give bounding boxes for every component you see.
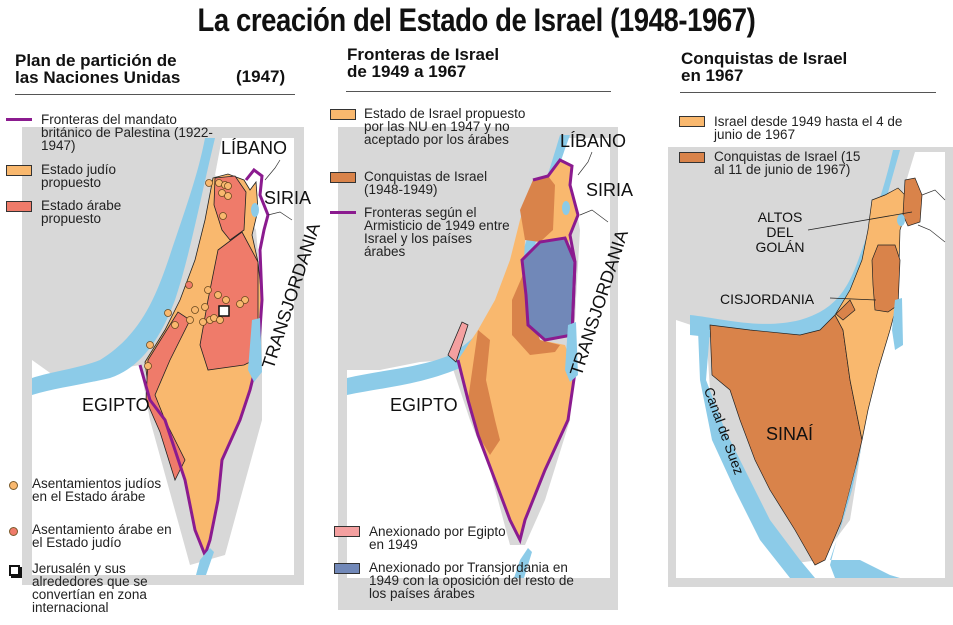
legend-un-israel-swatch: [330, 109, 356, 120]
legend-jewish-settlements: Asentamientos judíos en el Estado árabe: [32, 476, 162, 504]
main-title: La creación del Estado de Israel (1948-1…: [197, 2, 756, 38]
legend-mandate-border-swatch: [6, 118, 32, 121]
panel3-title-line1: Conquistas de Israel: [681, 49, 848, 68]
panel3-rule: [680, 92, 936, 93]
label-lebanon: LÍBANO: [221, 138, 288, 158]
label-suez-canal: Canal de Suez: [700, 385, 748, 477]
panel1-rule: [15, 94, 295, 95]
legend-conquests-1967: Conquistas de Israel (15 al 11 de junio …: [714, 149, 861, 177]
label-golan-line3: GOLÁN: [755, 239, 805, 255]
legend-armistice: Fronteras según el Armisticio de 1949 en…: [364, 205, 510, 259]
panel1-title-line2: las Naciones Unidas: [15, 68, 181, 87]
legend-jewish-state-swatch: [6, 165, 32, 176]
legend-egypt-annex-swatch: [334, 526, 360, 537]
label-egypt: EGIPTO: [82, 395, 150, 415]
legend-arab-state: Estado árabe propuesto: [41, 198, 122, 226]
legend-israel-1949: Israel desde 1949 hasta el 4 de junio de…: [714, 114, 903, 142]
jerusalem-zone-icon: [9, 565, 20, 576]
legend-conquests-1967-swatch: [679, 152, 705, 163]
label-golan-line2: DEL: [766, 224, 794, 240]
legend-conquests-4849-swatch: [330, 172, 356, 183]
label-transjordan-2: TRANSJORDANIA: [566, 227, 632, 379]
legend-egypt-annex: Anexionado por Egipto en 1949: [369, 524, 506, 552]
legend-jerusalem-zone: Jerusalén y sus alrededores que se conve…: [32, 561, 148, 615]
label-golan-heights: ALTOS DEL GOLÁN: [750, 210, 810, 255]
panel2-title-line1: Fronteras de Israel: [347, 45, 500, 64]
label-egypt-2: EGIPTO: [390, 395, 458, 415]
panel1-title-line1: Plan de partición de: [15, 51, 177, 70]
label-golan-line1: ALTOS: [757, 209, 803, 225]
label-syria-2: SIRIA: [586, 180, 634, 200]
panel2-rule: [346, 91, 611, 92]
label-sinai: SINAÍ: [766, 424, 814, 444]
panel2-title-line2: de 1949 a 1967: [347, 62, 467, 81]
legend-arab-state-swatch: [6, 201, 32, 212]
panel1-year: (1947): [236, 67, 286, 86]
legend-israel-1949-swatch: [679, 116, 705, 127]
jewish-settlement-icon: [9, 481, 18, 490]
label-lebanon-2: LÍBANO: [560, 131, 627, 151]
panel3-title-line2: en 1967: [681, 66, 744, 85]
legend-jewish-state: Estado judío propuesto: [41, 162, 117, 190]
label-west-bank: CISJORDANIA: [720, 291, 815, 307]
legend-conquests-4849: Conquistas de Israel (1948-1949): [364, 169, 488, 197]
arab-settlement-icon: [9, 527, 18, 536]
legend-armistice-swatch: [330, 211, 356, 214]
legend-mandate-border: Fronteras del mandato británico de Pales…: [41, 112, 213, 153]
legend-arab-settlement: Asentamiento árabe en el Estado judío: [32, 522, 172, 550]
legend-jordan-annex: Anexionado por Transjordania en 1949 con…: [369, 560, 574, 601]
legend-jordan-annex-swatch: [334, 563, 360, 574]
label-syria: SIRIA: [264, 188, 312, 208]
legend-un-israel: Estado de Israel propuesto por las NU en…: [364, 106, 526, 147]
panel1-map: [22, 127, 304, 585]
